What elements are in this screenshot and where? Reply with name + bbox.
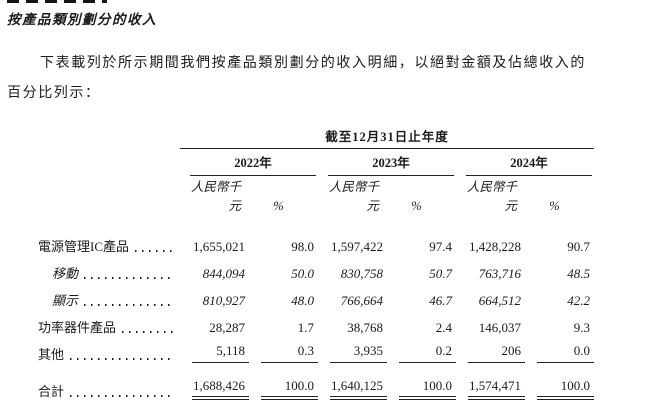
amount-2024: 146,037 [478, 320, 521, 335]
amount-2022: 810,927 [202, 293, 245, 308]
amount-2022: 844,094 [202, 266, 245, 281]
dot-leader [84, 304, 174, 306]
subheader-percent-2022: % [273, 199, 284, 213]
table-row-others: 其他 5,118 0.3 3,935 0.2 206 0.0 [38, 336, 594, 363]
section-title: 按產品類別劃分的收入 [7, 12, 157, 27]
row-label: 功率器件產品 [38, 320, 117, 335]
amount-2022: 28,287 [209, 320, 245, 335]
amount-2023: 766,664 [340, 293, 383, 308]
intro-paragraph: 下表載列於所示期間我們按產品類別劃分的收入明細，以絕對金額及佔總收入的 百分比列… [7, 49, 607, 109]
percent-2023: 2.4 [435, 320, 452, 335]
subheader-amount-2024: 人民幣千元 [466, 180, 517, 213]
percent-2022: 0.3 [261, 343, 318, 363]
subheader-row: 人民幣千元 % 人民幣千元 % 人民幣千元 % [38, 176, 594, 214]
table-row-display: 顯示 810,927 48.0 766,664 46.7 664,512 42.… [38, 282, 594, 309]
dot-leader [122, 331, 174, 333]
amount-2023: 38,768 [347, 320, 383, 335]
amount-2023: 3,935 [330, 343, 387, 363]
percent-2023: 46.7 [429, 293, 452, 308]
percent-2023: 100.0 [399, 378, 456, 400]
dot-leader [70, 358, 174, 360]
amount-2024: 763,716 [478, 266, 521, 281]
row-label: 電源管理IC產品 [38, 239, 130, 254]
percent-2022: 48.0 [291, 293, 314, 308]
intro-line-2: 百分比列示： [7, 86, 101, 101]
cropped-content-artifact [7, 0, 107, 3]
percent-2022: 1.7 [297, 320, 314, 335]
amount-2023: 1,597,422 [331, 239, 383, 254]
percent-2024: 90.7 [567, 239, 590, 254]
period-header-row: 截至12月31日止年度 [38, 126, 594, 149]
subheader-amount-2022: 人民幣千元 [190, 180, 241, 213]
amount-2023: 1,640,125 [330, 378, 387, 400]
table-row-power-device: 功率器件產品 28,287 1.7 38,768 2.4 146,037 9.3 [38, 309, 594, 336]
percent-2024: 100.0 [537, 378, 594, 400]
subheader-amount-2023: 人民幣千元 [328, 180, 379, 213]
header-body-spacer [38, 214, 594, 228]
subheader-percent-2024: % [549, 199, 560, 213]
percent-2024: 9.3 [573, 320, 590, 335]
dot-leader [135, 250, 174, 252]
amount-2024: 664,512 [478, 293, 521, 308]
percent-2023: 50.7 [429, 266, 452, 281]
intro-line-1: 下表載列於所示期間我們按產品類別劃分的收入明細，以絕對金額及佔總收入的 [40, 56, 586, 71]
dot-leader [84, 277, 174, 279]
amount-2023: 830,758 [340, 266, 383, 281]
year-2024: 2024年 [466, 152, 592, 176]
table-row-power-management-ic: 電源管理IC產品 1,655,021 98.0 1,597,422 97.4 1… [38, 228, 594, 255]
amount-2024: 1,574,471 [468, 378, 525, 400]
amount-2024: 206 [468, 343, 525, 363]
amount-2022: 1,655,021 [193, 239, 245, 254]
percent-2022: 100.0 [261, 378, 318, 400]
subheader-percent-2023: % [411, 199, 422, 213]
amount-2024: 1,428,228 [469, 239, 521, 254]
year-2022: 2022年 [190, 152, 316, 176]
percent-2023: 0.2 [399, 343, 456, 363]
row-label: 顯示 [52, 293, 79, 308]
dot-leader [70, 395, 174, 397]
row-label: 合計 [38, 384, 65, 399]
percent-2024: 48.5 [567, 266, 590, 281]
row-label: 其他 [38, 347, 65, 362]
table-row-mobile: 移動 844,094 50.0 830,758 50.7 763,716 48.… [38, 255, 594, 282]
table-row-total: 合計 1,688,426 100.0 1,640,125 100.0 1,574… [38, 363, 594, 400]
year-2023: 2023年 [328, 152, 454, 176]
period-header: 截至12月31日止年度 [180, 126, 594, 149]
revenue-by-product-table: 截至12月31日止年度 2022年 2023年 2024年 人民幣千元 % 人民… [38, 126, 594, 400]
year-header-row: 2022年 2023年 2024年 [38, 149, 594, 176]
percent-2023: 97.4 [429, 239, 452, 254]
amount-2022: 5,118 [192, 343, 249, 363]
percent-2024: 42.2 [567, 293, 590, 308]
percent-2024: 0.0 [537, 343, 594, 363]
percent-2022: 98.0 [291, 239, 314, 254]
percent-2022: 50.0 [291, 266, 314, 281]
row-label: 移動 [52, 266, 79, 281]
amount-2022: 1,688,426 [192, 378, 249, 400]
